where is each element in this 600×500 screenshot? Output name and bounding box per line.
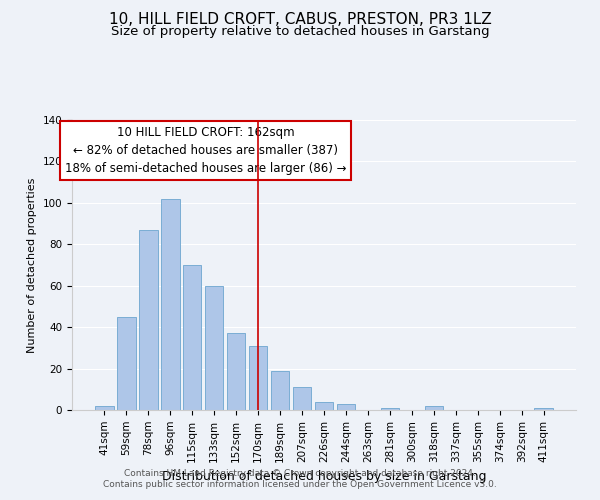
Bar: [380, 408, 399, 410]
Bar: [337, 404, 355, 410]
Y-axis label: Number of detached properties: Number of detached properties: [27, 178, 37, 352]
Bar: [117, 317, 136, 410]
Text: 10 HILL FIELD CROFT: 162sqm
← 82% of detached houses are smaller (387)
18% of se: 10 HILL FIELD CROFT: 162sqm ← 82% of det…: [65, 126, 346, 175]
Text: Contains public sector information licensed under the Open Government Licence v3: Contains public sector information licen…: [103, 480, 497, 489]
Bar: [293, 387, 311, 410]
Bar: [425, 406, 443, 410]
Bar: [183, 265, 202, 410]
Bar: [535, 408, 553, 410]
Bar: [139, 230, 158, 410]
Bar: [249, 346, 268, 410]
X-axis label: Distribution of detached houses by size in Garstang: Distribution of detached houses by size …: [162, 470, 486, 483]
Bar: [161, 198, 179, 410]
Bar: [95, 406, 113, 410]
Bar: [271, 370, 289, 410]
Text: Size of property relative to detached houses in Garstang: Size of property relative to detached ho…: [110, 25, 490, 38]
Bar: [227, 334, 245, 410]
Text: Contains HM Land Registry data © Crown copyright and database right 2024.: Contains HM Land Registry data © Crown c…: [124, 468, 476, 477]
Bar: [205, 286, 223, 410]
Text: 10, HILL FIELD CROFT, CABUS, PRESTON, PR3 1LZ: 10, HILL FIELD CROFT, CABUS, PRESTON, PR…: [109, 12, 491, 28]
Bar: [314, 402, 334, 410]
